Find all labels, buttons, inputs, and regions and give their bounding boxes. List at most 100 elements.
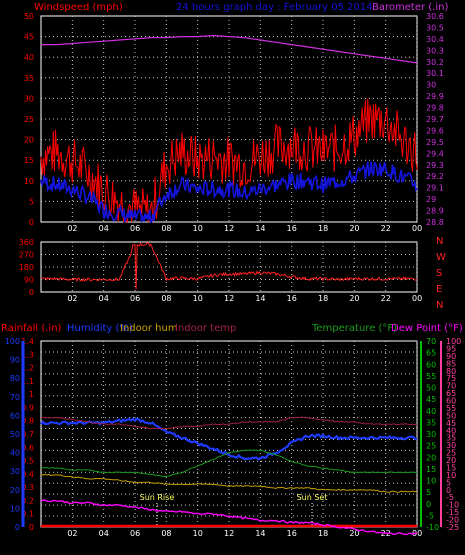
compass-label: W bbox=[436, 252, 446, 263]
y-tick-wind: 15 bbox=[24, 156, 34, 165]
y-tick-temperature: -10 bbox=[426, 523, 439, 532]
y-tick-wind: 40 bbox=[24, 53, 34, 62]
x-tick-label: 04 bbox=[99, 224, 109, 233]
compass-label: N bbox=[436, 236, 443, 247]
x-tick-label: 12 bbox=[224, 294, 234, 303]
y-tick-barometer: 29.6 bbox=[426, 126, 444, 135]
indoor-hum-line bbox=[40, 473, 418, 493]
y-tick-humidity: 20 bbox=[10, 486, 20, 495]
indoor-hum-legend: Indoor hum bbox=[120, 323, 178, 334]
y-tick-humidity: 60 bbox=[10, 411, 20, 420]
barometer-header: Barometer (.in) bbox=[372, 2, 448, 13]
y-tick-dew-point: 45 bbox=[446, 419, 456, 428]
x-tick-label: 02 bbox=[67, 224, 77, 233]
y-tick-temperature: 5 bbox=[426, 488, 431, 497]
temperature-line bbox=[40, 449, 418, 478]
y-tick-wind: 5 bbox=[29, 197, 34, 206]
sun-rise-label: Sun Rise bbox=[140, 493, 175, 502]
x-tick-label: 08 bbox=[161, 529, 171, 538]
y-tick-wind: 10 bbox=[24, 177, 34, 186]
x-tick-label: 18 bbox=[318, 294, 328, 303]
x-tick-label: 00 bbox=[412, 529, 422, 538]
y-tick-direction: 360 bbox=[19, 238, 34, 247]
y-tick-barometer: 29.9 bbox=[426, 92, 444, 101]
x-tick-label: 02 bbox=[67, 529, 77, 538]
y-tick-rain: 1.3 bbox=[21, 350, 34, 359]
y-tick-rain: 0.4 bbox=[21, 470, 34, 479]
x-tick-label: 14 bbox=[255, 294, 265, 303]
y-tick-barometer: 29.5 bbox=[426, 138, 444, 147]
y-tick-dew-point: 50 bbox=[446, 411, 456, 420]
y-tick-dew-point: -25 bbox=[446, 523, 459, 532]
y-tick-temperature: 25 bbox=[426, 442, 436, 451]
y-tick-dew-point: -20 bbox=[446, 516, 459, 525]
y-tick-humidity: 90 bbox=[10, 356, 20, 365]
x-tick-label: 14 bbox=[255, 529, 265, 538]
y-tick-dew-point: 15 bbox=[446, 463, 456, 472]
y-tick-rain: 0.8 bbox=[21, 417, 34, 426]
y-tick-temperature: 15 bbox=[426, 465, 436, 474]
y-tick-barometer: 30.4 bbox=[426, 35, 444, 44]
y-tick-temperature: 20 bbox=[426, 453, 436, 462]
y-tick-rain: 0.3 bbox=[21, 483, 34, 492]
x-tick-label: 12 bbox=[224, 529, 234, 538]
y-tick-rain: 1.4 bbox=[21, 337, 34, 346]
y-tick-temperature: 0 bbox=[426, 500, 431, 509]
y-tick-barometer: 29.8 bbox=[426, 104, 444, 113]
humidity-line bbox=[40, 417, 418, 461]
y-tick-dew-point: 85 bbox=[446, 359, 456, 368]
y-tick-barometer: 28.8 bbox=[426, 218, 444, 227]
y-tick-humidity: 100 bbox=[5, 337, 20, 346]
x-tick-label: 00 bbox=[412, 294, 422, 303]
y-tick-barometer: 30 bbox=[426, 81, 436, 90]
y-tick-dew-point: 70 bbox=[446, 382, 456, 391]
y-tick-temperature: -5 bbox=[426, 511, 434, 520]
x-tick-label: 10 bbox=[193, 224, 203, 233]
y-tick-barometer: 30.5 bbox=[426, 23, 444, 32]
y-tick-dew-point: 0 bbox=[446, 486, 451, 495]
dew-point-line bbox=[40, 499, 418, 536]
x-tick-label: 20 bbox=[349, 224, 359, 233]
y-tick-barometer: 29.1 bbox=[426, 184, 444, 193]
barometer-line bbox=[41, 34, 418, 64]
y-tick-dew-point: 5 bbox=[446, 478, 451, 487]
y-tick-humidity: 10 bbox=[10, 504, 20, 513]
x-tick-label: 08 bbox=[161, 294, 171, 303]
x-tick-label: 06 bbox=[130, 294, 140, 303]
y-tick-dew-point: 75 bbox=[446, 374, 456, 383]
y-tick-humidity: 50 bbox=[10, 430, 20, 439]
y-tick-wind: 35 bbox=[24, 74, 34, 83]
y-tick-rain: 0.2 bbox=[21, 496, 34, 505]
y-tick-rain: 0.1 bbox=[21, 510, 34, 519]
y-tick-temperature: 70 bbox=[426, 337, 436, 346]
y-tick-direction: 270 bbox=[19, 251, 34, 260]
y-tick-direction: 0 bbox=[29, 288, 34, 297]
y-tick-direction: 180 bbox=[19, 263, 34, 272]
x-tick-label: 16 bbox=[287, 294, 297, 303]
x-tick-label: 18 bbox=[318, 224, 328, 233]
y-tick-wind: 25 bbox=[24, 115, 34, 124]
y-tick-direction: 90 bbox=[24, 276, 34, 285]
x-tick-label: 20 bbox=[349, 294, 359, 303]
y-tick-dew-point: 80 bbox=[446, 367, 456, 376]
y-tick-temperature: 55 bbox=[426, 372, 436, 381]
y-tick-wind: 20 bbox=[24, 136, 34, 145]
x-tick-label: 18 bbox=[318, 529, 328, 538]
y-tick-dew-point: 10 bbox=[446, 471, 456, 480]
rainfall-legend: Rainfall (.in) bbox=[1, 323, 62, 334]
x-tick-label: 04 bbox=[99, 529, 109, 538]
y-tick-barometer: 30.3 bbox=[426, 46, 444, 55]
x-tick-label: 10 bbox=[193, 529, 203, 538]
y-tick-dew-point: 20 bbox=[446, 456, 456, 465]
y-tick-rain: 0.7 bbox=[21, 430, 34, 439]
y-tick-humidity: 40 bbox=[10, 449, 20, 458]
y-tick-barometer: 30.6 bbox=[426, 12, 444, 21]
x-tick-label: 02 bbox=[67, 294, 77, 303]
y-tick-barometer: 30.2 bbox=[426, 58, 444, 67]
y-tick-rain: 0.6 bbox=[21, 443, 34, 452]
y-tick-dew-point: -15 bbox=[446, 508, 459, 517]
y-tick-temperature: 30 bbox=[426, 430, 436, 439]
y-tick-wind: 50 bbox=[24, 12, 34, 21]
compass-label: S bbox=[436, 268, 442, 279]
